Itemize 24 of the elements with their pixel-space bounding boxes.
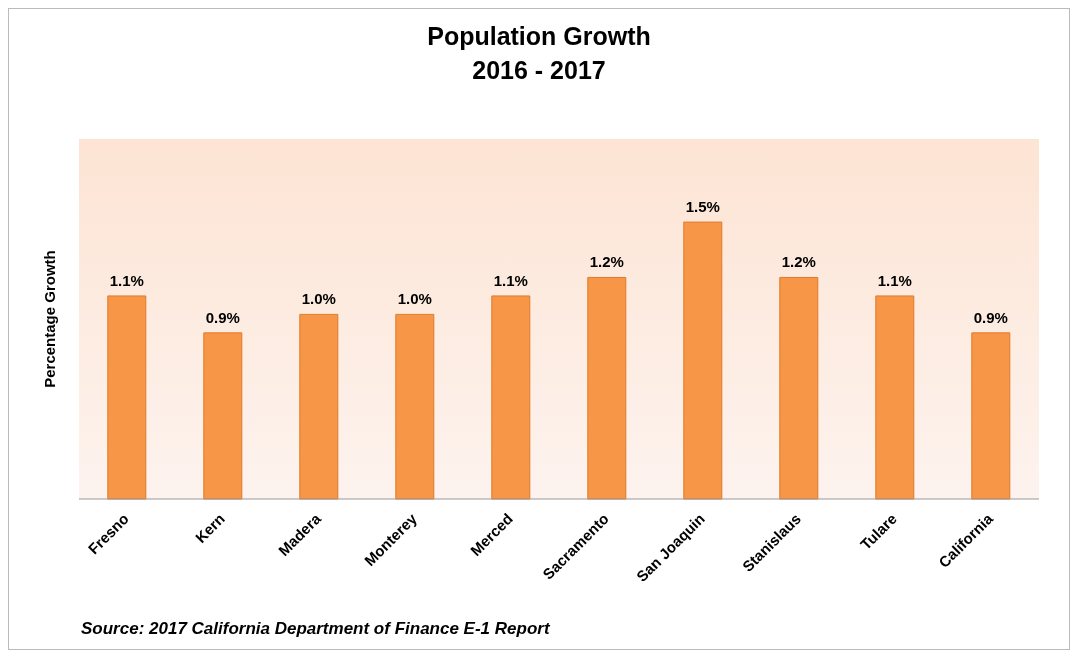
bar	[587, 276, 627, 500]
bar	[491, 295, 531, 500]
bar	[107, 295, 147, 500]
data-label: 0.9%	[973, 308, 1008, 326]
bar	[779, 276, 819, 500]
y-axis-title: Percentage Growth	[40, 250, 58, 388]
bar	[395, 313, 435, 500]
bar	[875, 295, 915, 500]
bar	[971, 332, 1011, 500]
data-label: 1.5%	[685, 198, 720, 216]
data-label: 0.9%	[205, 308, 240, 326]
data-label: 1.1%	[109, 271, 144, 289]
data-label: 1.0%	[397, 290, 432, 308]
source-note: Source: 2017 California Department of Finance E-1 Report	[81, 619, 550, 639]
data-label: 1.2%	[589, 253, 624, 271]
data-label: 1.0%	[301, 290, 336, 308]
data-label: 1.1%	[877, 271, 912, 289]
bar	[203, 332, 243, 500]
chart-subtitle: 2016 - 2017	[471, 55, 607, 86]
data-label: 1.2%	[781, 253, 816, 271]
bar	[299, 313, 339, 500]
bar	[683, 221, 723, 500]
data-label: 1.1%	[493, 271, 528, 289]
chart-title: Population Growth	[426, 21, 652, 52]
